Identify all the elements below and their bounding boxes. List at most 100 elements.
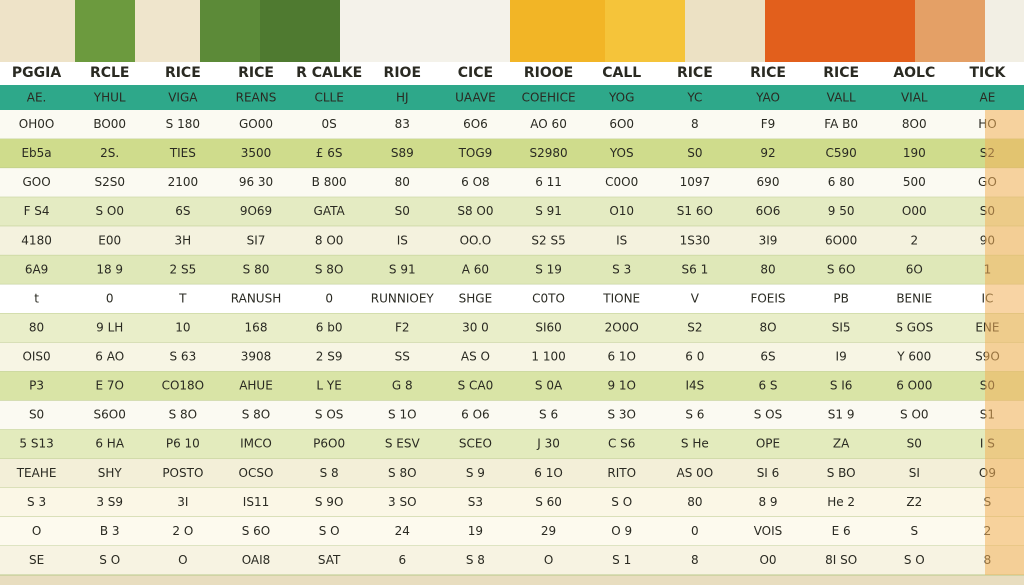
cell: 30 0 <box>462 320 489 334</box>
cell: 92 <box>760 146 775 160</box>
cell: S O <box>319 524 340 538</box>
cell: S89 <box>391 146 414 160</box>
cell: S BO <box>827 466 856 480</box>
cell: SI5 <box>832 320 851 334</box>
row-bg <box>0 168 1024 198</box>
cell: 2 S9 <box>316 350 343 364</box>
cell: P3 <box>29 379 44 393</box>
cell: GATA <box>314 204 346 218</box>
cell: S 3 <box>612 262 631 276</box>
row-bg <box>0 429 1024 459</box>
cell: S 180 <box>166 117 200 131</box>
cell: S6O0 <box>94 408 126 422</box>
cell: SCEO <box>459 437 492 451</box>
cell: O0 <box>759 553 776 567</box>
cell: 6 <box>398 553 406 567</box>
cell: S I6 <box>830 379 853 393</box>
cell: S2980 <box>529 146 567 160</box>
cell: 24 <box>395 524 410 538</box>
subheader-cell: YAO <box>755 91 780 105</box>
cell: S2 <box>687 320 702 334</box>
cell: SAT <box>318 553 341 567</box>
cell: 6S <box>175 204 190 218</box>
cell: SS <box>395 350 410 364</box>
cell: £ 6S <box>316 146 343 160</box>
header-cell: RICE <box>823 65 859 81</box>
cell: S O0 <box>95 204 124 218</box>
cell: 18 9 <box>96 262 123 276</box>
cell: 6 HA <box>95 437 124 451</box>
cell: 3 SO <box>388 495 417 509</box>
cell: S 1O <box>388 408 417 422</box>
subheader-cell: AE <box>980 91 996 105</box>
header-cell: RICE <box>677 65 713 81</box>
cell: 9 50 <box>828 204 855 218</box>
cell: S GOS <box>895 320 933 334</box>
cell: C S6 <box>608 437 635 451</box>
cell: S He <box>681 437 709 451</box>
row-bg <box>0 139 1024 169</box>
cell: OAI8 <box>242 553 271 567</box>
cell: 3H <box>175 233 192 247</box>
cell: 9O69 <box>240 204 272 218</box>
cell: F S4 <box>24 204 50 218</box>
cell: S 91 <box>389 262 416 276</box>
cell: S O0 <box>900 408 929 422</box>
cell: 6 AO <box>95 350 124 364</box>
header-cell: AOLC <box>893 65 935 81</box>
cell: GO00 <box>239 117 273 131</box>
cell: 0 <box>691 524 699 538</box>
cell: S 1 <box>612 553 631 567</box>
row-bg <box>0 545 1024 575</box>
cell: He 2 <box>827 495 855 509</box>
cell: OO.O <box>460 233 492 247</box>
cell: AS O <box>461 350 490 364</box>
cell: 6 1O <box>534 466 563 480</box>
cell: 0 <box>106 291 114 305</box>
cell: 6O6 <box>756 204 781 218</box>
cell: 6 S <box>758 379 777 393</box>
cell: I9 <box>836 350 847 364</box>
cell: SI7 <box>247 233 266 247</box>
cell: S 9 <box>466 466 485 480</box>
cell: CO18O <box>162 379 205 393</box>
cell: S 63 <box>170 350 197 364</box>
cell: Z2 <box>906 495 922 509</box>
subheader-cell: VIGA <box>168 91 198 105</box>
subheader-cell: YC <box>686 91 702 105</box>
cell: 6A9 <box>25 262 48 276</box>
subheader-cell: CLLE <box>314 91 343 105</box>
subheader-cell: VALL <box>827 91 856 105</box>
subheader-cell: UAAVE <box>455 91 496 105</box>
cell: 96 30 <box>239 175 273 189</box>
cell: S0 <box>687 146 702 160</box>
cell: 6 0 <box>685 350 704 364</box>
cell: S 8 <box>466 553 485 567</box>
cell: 9 1O <box>607 379 636 393</box>
cell: S 9O <box>315 495 344 509</box>
row-bg <box>0 400 1024 430</box>
header-cell: CALL <box>602 65 641 81</box>
cell: 10 <box>175 320 190 334</box>
cell: J 30 <box>536 437 560 451</box>
cell: SHGE <box>459 291 493 305</box>
cell: S CA0 <box>458 379 494 393</box>
cell: BENIE <box>896 291 932 305</box>
cell: S 80 <box>243 262 270 276</box>
cell: 690 <box>757 175 780 189</box>
cell: S <box>910 524 918 538</box>
cell: VOIS <box>754 524 783 538</box>
cell: S ESV <box>385 437 421 451</box>
cell: 3I9 <box>759 233 778 247</box>
cell: S 8O <box>169 408 198 422</box>
subheader-cell: HJ <box>396 91 409 105</box>
cell: S 6O <box>827 262 856 276</box>
row-bg <box>0 342 1024 372</box>
cell: 1097 <box>680 175 711 189</box>
cell: RITO <box>607 466 636 480</box>
cell: 80 <box>760 262 775 276</box>
cell: S O <box>611 495 632 509</box>
cell: PB <box>833 291 848 305</box>
cell: 500 <box>903 175 926 189</box>
cell: S 8O <box>388 466 417 480</box>
